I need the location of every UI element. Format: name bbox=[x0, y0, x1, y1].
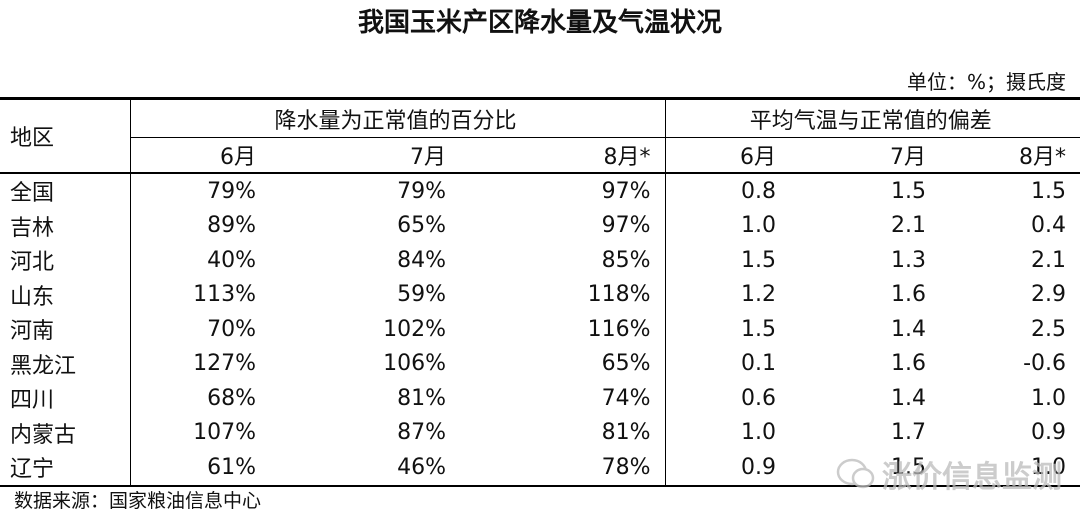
value-cell: 74% bbox=[601, 385, 651, 411]
value-cell: 116% bbox=[587, 316, 651, 342]
value-cell: 2.5 bbox=[1031, 316, 1067, 342]
value-cell: 46% bbox=[270, 450, 460, 487]
value-cell: 106% bbox=[383, 351, 446, 377]
table-row: 内蒙古 107% 87% 81% 1.0 1.7 0.9 bbox=[0, 415, 1080, 450]
value-cell: 1.6 bbox=[891, 282, 927, 308]
value-cell: 1.0 bbox=[940, 450, 1080, 487]
unit-note: 单位：%；摄氏度 bbox=[906, 70, 1066, 94]
value-cell: -0.6 bbox=[1023, 351, 1067, 377]
value-cell: 113% bbox=[129, 277, 270, 312]
value-cell: 1.2 bbox=[664, 277, 791, 312]
table-row: 山东 113% 59% 118% 1.2 1.6 2.9 bbox=[0, 277, 1080, 312]
value-cell: 65% bbox=[397, 213, 446, 239]
value-cell: 84% bbox=[397, 247, 446, 273]
region-cell: 山东 bbox=[10, 284, 55, 310]
value-cell: 2.1 bbox=[891, 213, 927, 239]
month-header: 7月 bbox=[790, 137, 941, 174]
table-row: 黑龙江 127% 106% 65% 0.1 1.6 -0.6 bbox=[0, 346, 1080, 381]
month-header: 8月* bbox=[460, 137, 666, 174]
value-cell: 1.4 bbox=[891, 316, 927, 342]
value-cell: 1.4 bbox=[891, 385, 927, 411]
region-cell: 四川 bbox=[10, 388, 55, 414]
table-row: 全国 79% 79% 97% 0.8 1.5 1.5 bbox=[0, 173, 1080, 209]
value-cell: 1.3 bbox=[891, 247, 927, 273]
value-cell: 1.5 bbox=[891, 178, 927, 204]
group-header: 平均气温与正常值的偏差 bbox=[664, 97, 1080, 138]
value-cell: 0.1 bbox=[664, 346, 791, 381]
region-cell: 河北 bbox=[10, 250, 55, 276]
month-header: 6月 bbox=[664, 137, 791, 174]
region-cell: 全国 bbox=[10, 181, 55, 207]
value-cell: 1.5 bbox=[664, 312, 791, 347]
value-cell: 68% bbox=[129, 381, 270, 416]
value-cell: 1.5 bbox=[664, 243, 791, 278]
region-cell: 河南 bbox=[10, 319, 55, 345]
value-cell: 1.0 bbox=[664, 208, 791, 243]
value-cell: 79% bbox=[129, 173, 270, 209]
source: 数据来源：国家粮油信息中心 bbox=[14, 490, 262, 512]
region-cell: 吉林 bbox=[10, 215, 55, 241]
value-cell: 59% bbox=[397, 282, 446, 308]
region-header: 地区 bbox=[0, 97, 130, 174]
value-cell: 89% bbox=[129, 208, 270, 243]
value-cell: 79% bbox=[397, 178, 446, 204]
value-cell: 78% bbox=[460, 450, 666, 487]
value-cell: 127% bbox=[129, 346, 270, 381]
region-cell: 内蒙古 bbox=[10, 422, 77, 448]
table-row: 河南 70% 102% 116% 1.5 1.4 2.5 bbox=[0, 312, 1080, 347]
value-cell: 102% bbox=[383, 316, 446, 342]
value-cell: 1.7 bbox=[891, 420, 927, 446]
value-cell: 0.9 bbox=[1031, 420, 1067, 446]
month-header: 6月 bbox=[129, 137, 270, 174]
value-cell: 40% bbox=[129, 243, 270, 278]
value-cell: 118% bbox=[587, 282, 651, 308]
watermark-icon bbox=[836, 458, 875, 489]
value-cell: 0.4 bbox=[1031, 213, 1067, 239]
value-cell: 0.6 bbox=[664, 381, 791, 416]
watermark: 涨价信息监测 bbox=[836, 452, 1062, 496]
value-cell: 0.9 bbox=[664, 450, 791, 487]
value-cell: 2.1 bbox=[1031, 247, 1067, 273]
watermark-text: 涨价信息监测 bbox=[882, 460, 1062, 495]
value-cell: 97% bbox=[601, 178, 651, 204]
month-header: 7月 bbox=[270, 137, 460, 174]
value-cell: 65% bbox=[601, 351, 651, 377]
value-cell: 61% bbox=[129, 450, 270, 487]
value-cell: 70% bbox=[129, 312, 270, 347]
value-cell: 1.0 bbox=[664, 415, 791, 450]
value-cell: 1.6 bbox=[891, 351, 927, 377]
value-cell: 1.5 bbox=[1031, 178, 1067, 204]
value-cell: 97% bbox=[601, 213, 651, 239]
value-cell: 81% bbox=[601, 420, 651, 446]
value-cell: 1.0 bbox=[1031, 385, 1067, 411]
table-row: 四川 68% 81% 74% 0.6 1.4 1.0 bbox=[0, 381, 1080, 416]
table-row: 吉林 89% 65% 97% 1.0 2.1 0.4 bbox=[0, 208, 1080, 243]
month-header: 8月* bbox=[940, 137, 1080, 174]
table-row: 河北 40% 84% 85% 1.5 1.3 2.1 bbox=[0, 243, 1080, 278]
region-cell: 黑龙江 bbox=[10, 353, 77, 379]
group-header: 降水量为正常值的百分比 bbox=[129, 97, 666, 138]
value-cell: 81% bbox=[397, 385, 446, 411]
title: 我国玉米产区降水量及气温状况 bbox=[357, 8, 722, 38]
value-cell: 85% bbox=[601, 247, 651, 273]
value-cell: 0.8 bbox=[664, 173, 791, 209]
value-cell: 107% bbox=[129, 415, 270, 450]
table-row: 辽宁 61% 46% 78% 0.9 1.5 1.0 bbox=[0, 450, 1080, 487]
region-cell: 辽宁 bbox=[0, 450, 130, 487]
value-cell: 87% bbox=[397, 420, 446, 446]
data-table: 地区 降水量为正常值的百分比 平均气温与正常值的偏差 6月 7月 8月* 6月 7月 8月… bbox=[0, 97, 1080, 487]
value-cell: 2.9 bbox=[1031, 282, 1067, 308]
